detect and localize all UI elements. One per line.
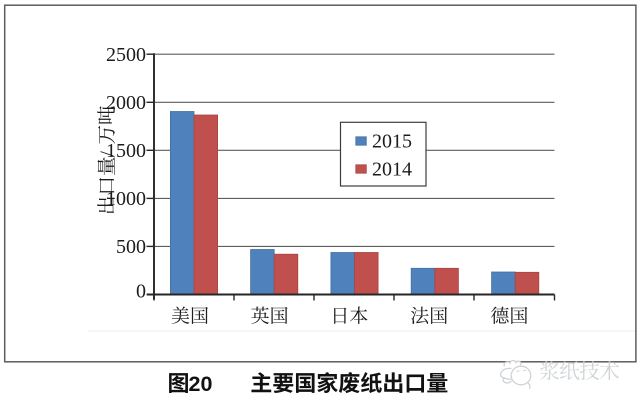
svg-text:2014: 2014 xyxy=(372,159,412,181)
svg-text:/: / xyxy=(98,151,119,157)
svg-text:2000: 2000 xyxy=(106,92,146,114)
svg-text:500: 500 xyxy=(116,236,146,258)
svg-text:0: 0 xyxy=(136,281,146,303)
svg-text:20: 20 xyxy=(189,372,213,396)
svg-text:1000: 1000 xyxy=(106,188,146,210)
svg-text:1500: 1500 xyxy=(106,140,146,162)
svg-text:2500: 2500 xyxy=(106,44,146,66)
svg-text:2015: 2015 xyxy=(372,131,412,153)
